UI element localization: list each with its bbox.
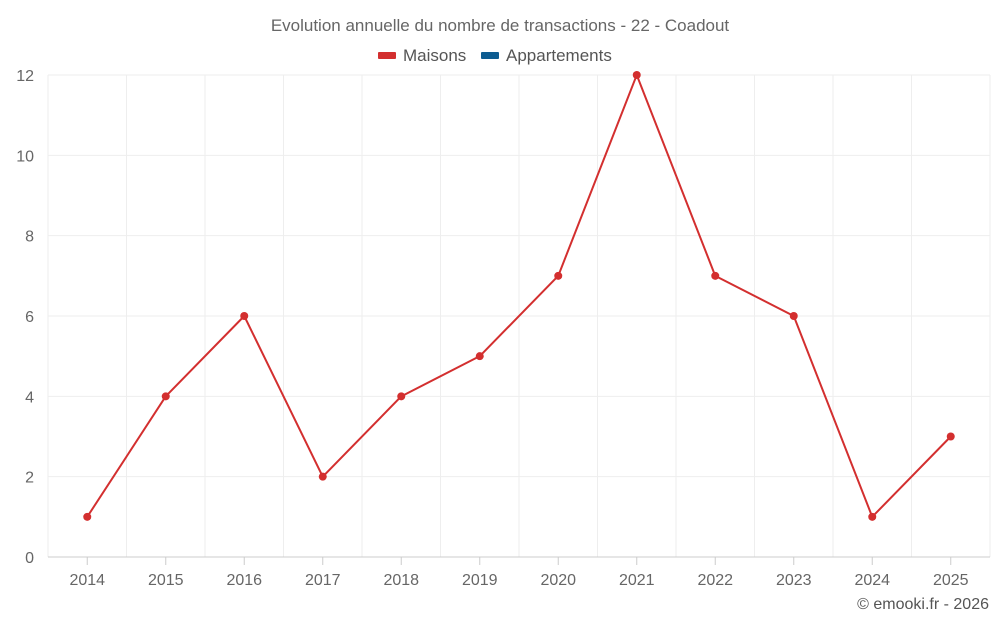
x-tick-label: 2015 [148,572,184,589]
x-tick-label: 2019 [462,572,498,589]
legend: Maisons Appartements [378,46,612,65]
series-line-maisons [86,74,952,518]
axes [48,556,990,565]
legend-label-appartements: Appartements [506,46,612,65]
data-point-maisons[interactable] [397,392,406,401]
y-tick-label: 0 [25,550,34,567]
chart-title: Evolution annuelle du nombre de transact… [271,16,730,35]
data-point-maisons[interactable] [632,71,641,79]
data-point-maisons[interactable] [161,392,170,401]
x-tick-label: 2016 [226,572,262,589]
x-tick-label: 2024 [854,572,890,589]
data-point-maisons[interactable] [318,472,327,481]
legend-item-appartements[interactable]: Appartements [481,46,612,65]
x-tick-label: 2025 [933,572,969,589]
data-point-maisons[interactable] [554,271,563,280]
y-tick-label: 10 [16,148,34,165]
x-tick-label: 2020 [540,572,576,589]
x-tick-label: 2018 [383,572,419,589]
data-point-maisons[interactable] [240,312,249,320]
y-tick-label: 12 [16,68,34,85]
series [83,71,955,521]
data-point-maisons[interactable] [868,512,877,521]
y-tick-label: 6 [25,309,34,326]
credit-text[interactable]: © emooki.fr - 2026 [857,596,989,613]
legend-item-maisons[interactable]: Maisons [378,46,466,65]
y-tick-label: 2 [25,470,34,487]
y-tick-label: 4 [25,389,34,406]
y-tick-label: 8 [25,229,34,246]
data-point-maisons[interactable] [83,512,92,521]
x-tick-label: 2022 [697,572,733,589]
x-tick-label: 2017 [305,572,341,589]
x-tick-label: 2021 [619,572,655,589]
legend-label-maisons: Maisons [403,46,466,65]
tick-labels: 0 2 4 6 8 10 12 2014 2015 2016 2017 2018 2019 2020 202… [16,68,968,589]
legend-swatch-maisons [378,52,396,59]
data-point-maisons[interactable] [475,352,484,361]
x-tick-label: 2014 [69,572,105,589]
x-tick-label: 2023 [776,572,812,589]
data-point-maisons[interactable] [946,432,955,441]
data-point-maisons[interactable] [789,312,798,320]
legend-swatch-appartements [481,52,499,59]
data-point-maisons[interactable] [711,271,720,280]
